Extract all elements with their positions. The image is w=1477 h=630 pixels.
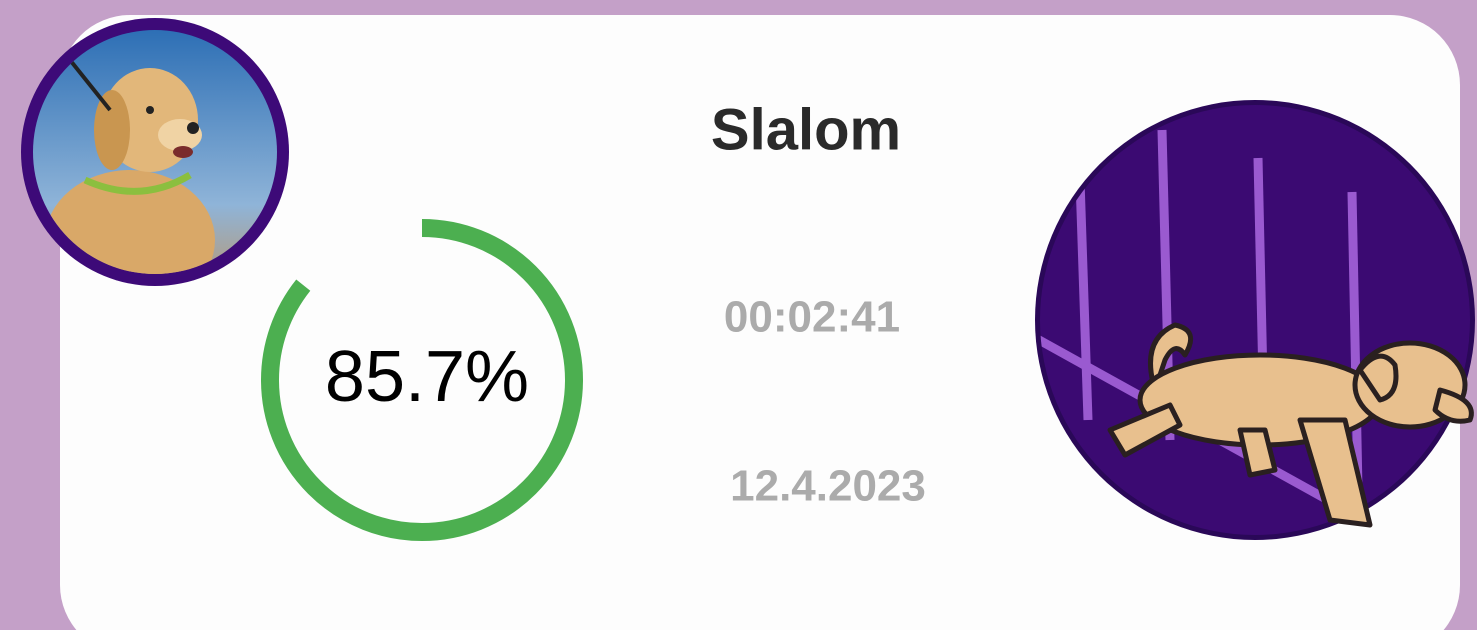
progress-label: 85.7% (325, 337, 529, 417)
card-view: 85.7% Slalom 00:02:41 12.4.2023 (0, 0, 1477, 630)
date: 12.4.2023 (730, 462, 926, 511)
page: 85.7% Slalom 00:02:41 12.4.2023 (( (0, 0, 1477, 630)
duration: 00:02:41 (724, 293, 900, 342)
exercise-title: Slalom (711, 97, 901, 162)
